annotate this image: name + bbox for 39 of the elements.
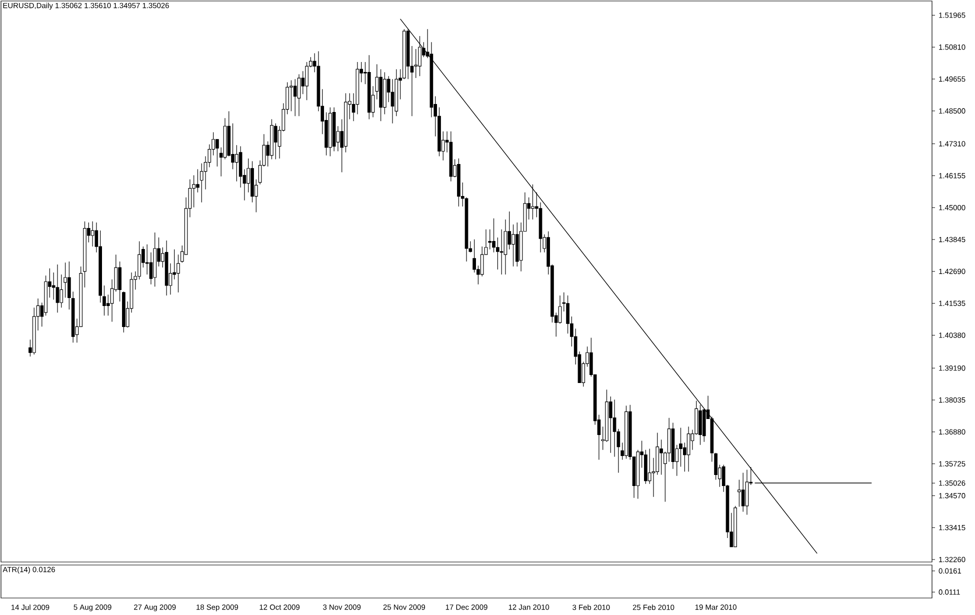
- candlestick: [231, 123, 234, 170]
- candlestick: [512, 224, 515, 267]
- candlestick: [216, 139, 219, 167]
- candlestick: [118, 261, 122, 302]
- candlestick: [738, 479, 741, 508]
- candlestick: [492, 218, 496, 253]
- candlestick: [558, 295, 562, 324]
- candlestick: [64, 262, 67, 298]
- candlestick: [608, 396, 612, 454]
- candlestick: [145, 244, 149, 275]
- candlestick: [297, 74, 301, 116]
- candlestick: [612, 399, 616, 458]
- candlestick: [305, 62, 308, 100]
- candlestick: [60, 274, 64, 308]
- candlestick: [660, 439, 663, 476]
- candlestick: [149, 252, 153, 285]
- candlestick: [531, 184, 534, 220]
- candlestick: [714, 452, 718, 480]
- candlestick: [390, 78, 394, 124]
- candlestick: [235, 144, 238, 182]
- candlestick: [274, 123, 278, 160]
- candlestick: [679, 427, 682, 468]
- candlestick: [90, 221, 94, 247]
- candlestick: [686, 426, 690, 472]
- candlestick: [56, 264, 60, 313]
- candlestick: [488, 229, 492, 250]
- candlestick: [504, 219, 508, 275]
- candlestick: [500, 229, 504, 275]
- candlestick: [138, 241, 141, 280]
- candlestick: [418, 36, 422, 76]
- candlestick: [196, 168, 200, 193]
- candlestick: [290, 80, 293, 112]
- candlestick: [741, 472, 745, 512]
- candlestick: [176, 254, 180, 293]
- candlestick: [293, 78, 297, 116]
- candlestick: [472, 239, 476, 273]
- candlestick: [102, 285, 106, 316]
- candlestick: [566, 295, 570, 334]
- candlestick: [480, 246, 484, 277]
